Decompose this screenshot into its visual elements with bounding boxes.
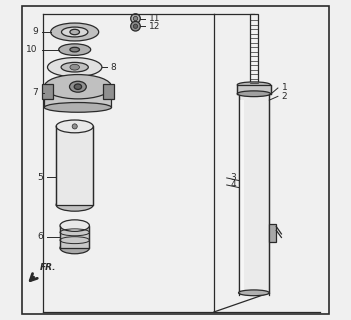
Ellipse shape bbox=[56, 120, 93, 133]
Circle shape bbox=[131, 14, 140, 23]
Ellipse shape bbox=[69, 81, 86, 92]
Text: 7: 7 bbox=[32, 88, 38, 97]
Circle shape bbox=[133, 16, 138, 21]
Bar bbox=[60, 226, 90, 248]
Ellipse shape bbox=[56, 198, 93, 211]
Circle shape bbox=[133, 24, 138, 28]
Text: 5: 5 bbox=[37, 173, 43, 182]
Ellipse shape bbox=[237, 82, 271, 88]
Circle shape bbox=[72, 124, 77, 129]
Ellipse shape bbox=[70, 47, 79, 52]
Ellipse shape bbox=[70, 64, 79, 70]
Ellipse shape bbox=[60, 242, 90, 254]
Ellipse shape bbox=[70, 29, 79, 35]
Ellipse shape bbox=[44, 75, 112, 99]
Ellipse shape bbox=[61, 27, 88, 37]
Ellipse shape bbox=[74, 84, 81, 90]
Bar bbox=[103, 84, 114, 99]
Ellipse shape bbox=[44, 102, 112, 112]
Text: 3: 3 bbox=[231, 173, 236, 182]
Bar bbox=[239, 94, 269, 293]
Ellipse shape bbox=[237, 91, 271, 97]
Bar bbox=[269, 224, 276, 242]
Text: 10: 10 bbox=[26, 45, 38, 54]
Ellipse shape bbox=[239, 290, 269, 296]
Ellipse shape bbox=[47, 58, 102, 77]
Text: 1: 1 bbox=[282, 84, 287, 92]
Bar bbox=[44, 89, 112, 108]
Bar bbox=[237, 85, 271, 94]
Text: 9: 9 bbox=[32, 28, 38, 36]
Text: 11: 11 bbox=[149, 14, 160, 23]
Bar bbox=[56, 126, 93, 205]
Text: 12: 12 bbox=[149, 22, 160, 31]
Ellipse shape bbox=[51, 23, 99, 41]
Circle shape bbox=[131, 21, 140, 31]
Bar bbox=[250, 14, 258, 85]
Text: 8: 8 bbox=[111, 63, 116, 72]
Text: 6: 6 bbox=[37, 232, 43, 241]
Bar bbox=[42, 84, 53, 99]
Ellipse shape bbox=[59, 44, 91, 55]
Text: 4: 4 bbox=[231, 180, 236, 189]
Ellipse shape bbox=[60, 220, 90, 231]
Text: FR.: FR. bbox=[40, 263, 56, 272]
Bar bbox=[240, 100, 244, 290]
Ellipse shape bbox=[61, 62, 88, 72]
Text: 2: 2 bbox=[282, 92, 287, 101]
